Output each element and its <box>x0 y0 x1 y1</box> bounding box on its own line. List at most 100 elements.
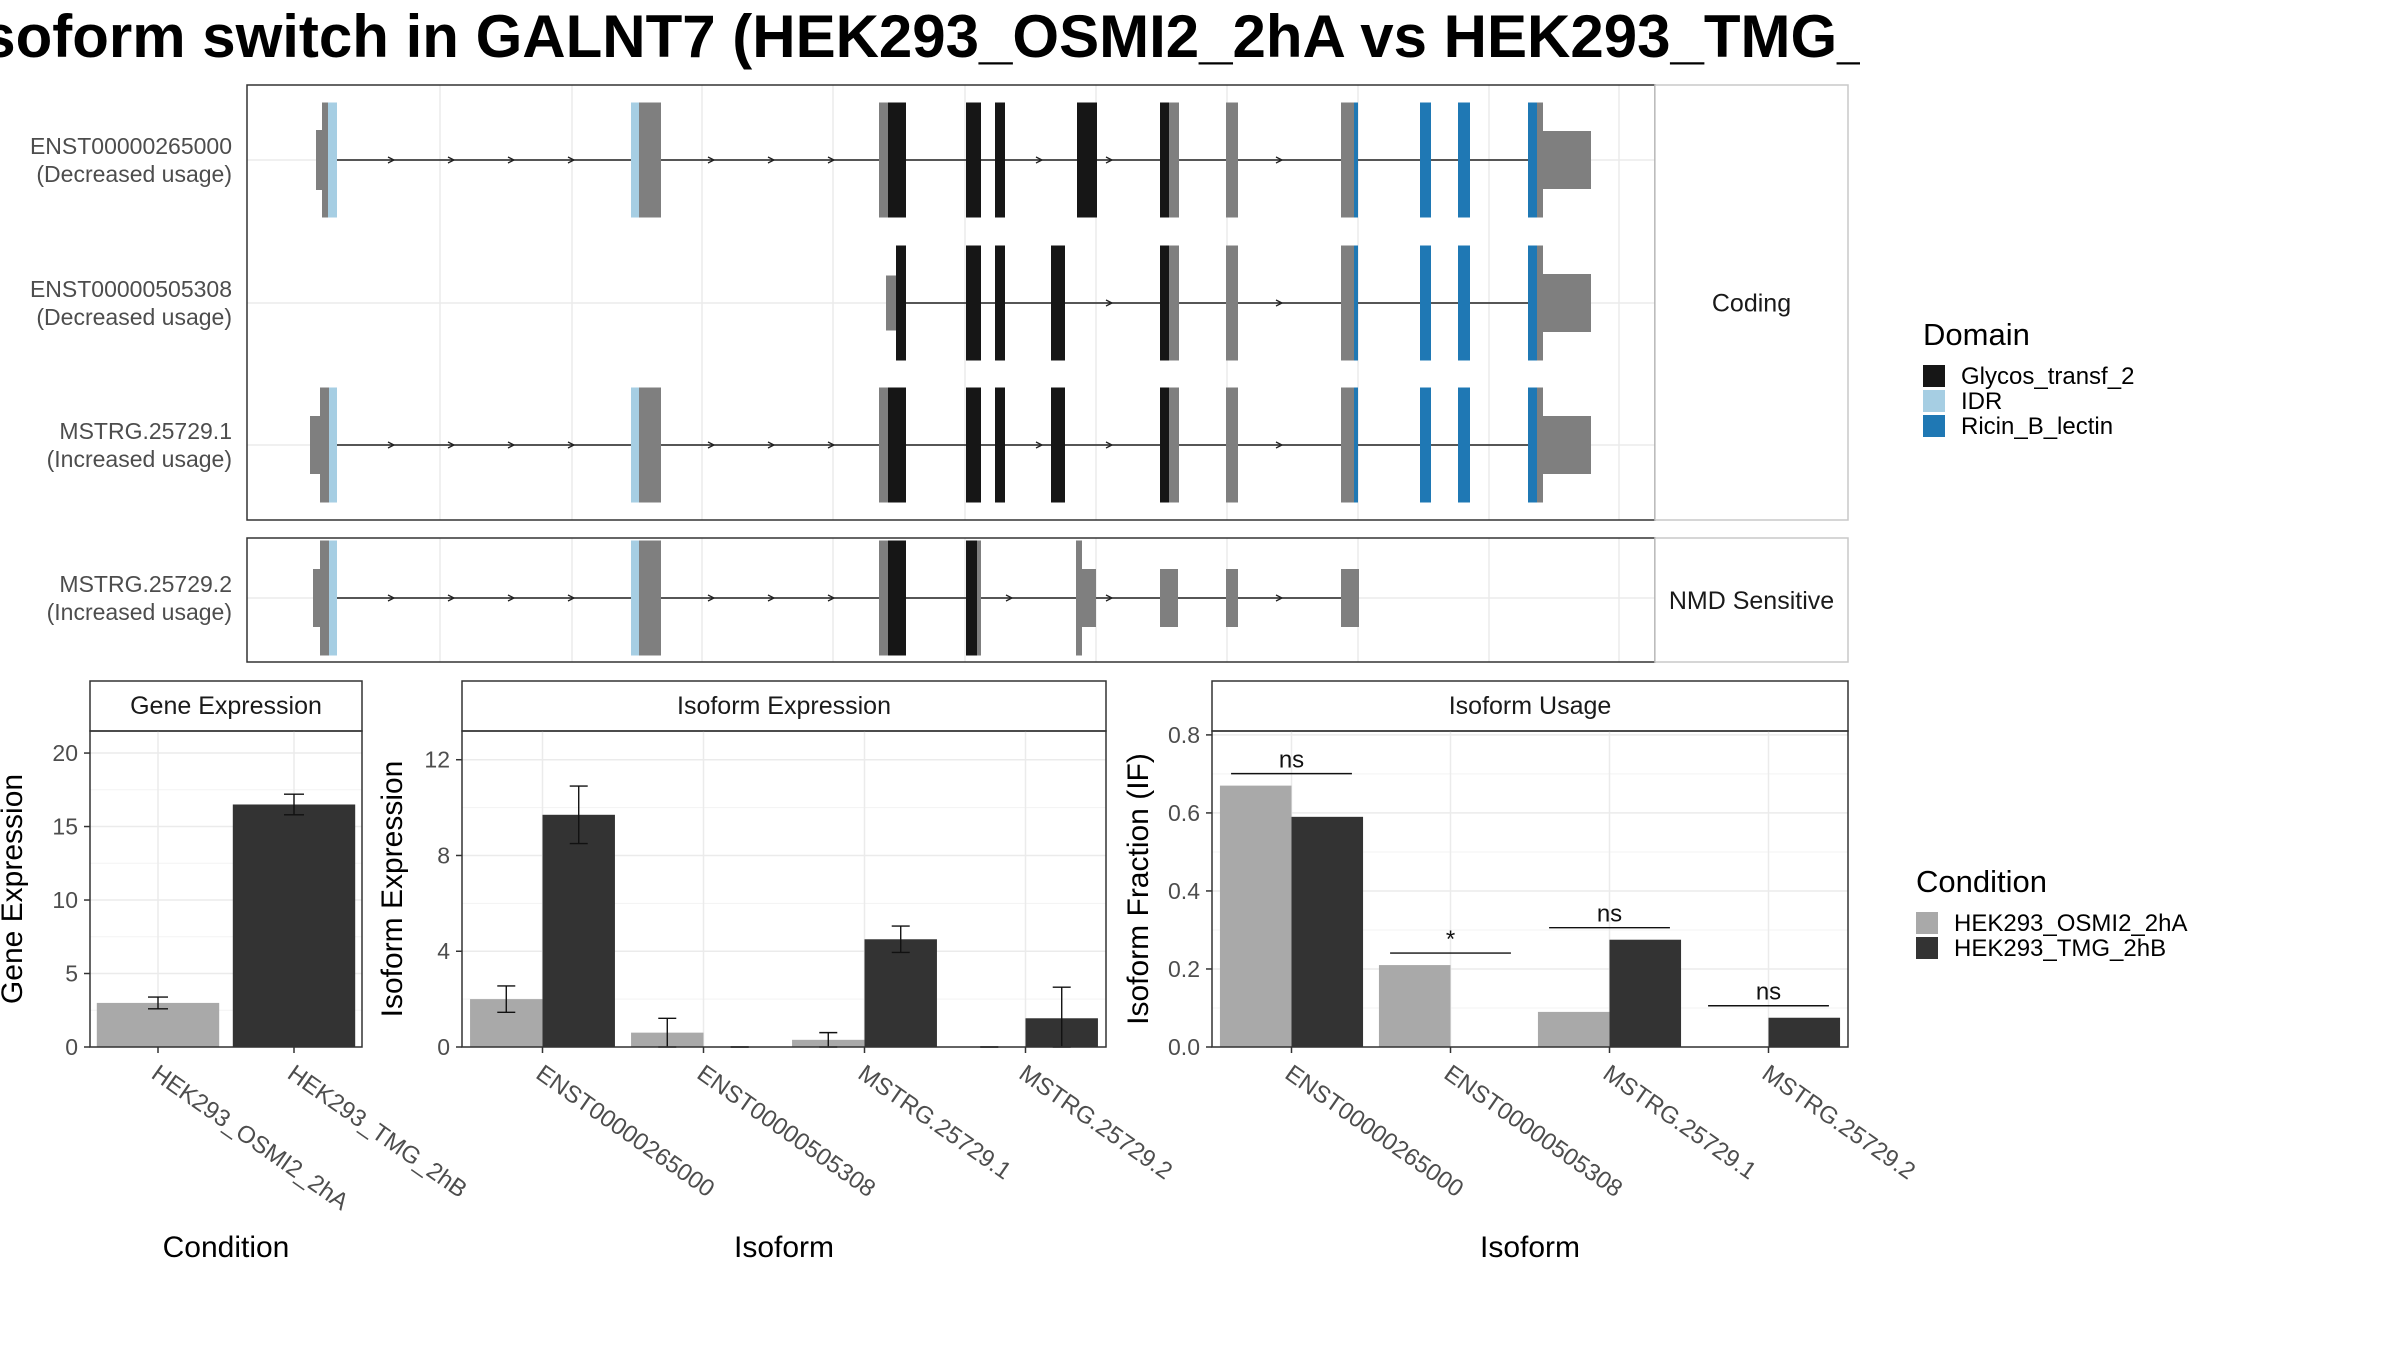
bar-HEK293_TMG_2hB <box>232 804 356 1047</box>
transcript-id-label: ENST00000505308 <box>30 276 232 302</box>
exon-block <box>1341 102 1355 218</box>
y-tick-label: 4 <box>437 938 450 964</box>
exon-block <box>631 540 639 656</box>
y-axis-title: Gene Expression <box>0 774 29 1004</box>
y-tick-label: 0.4 <box>1168 878 1200 904</box>
exon-block <box>1543 274 1591 332</box>
intron-direction-arrow <box>1275 594 1284 602</box>
exon-block <box>1543 416 1591 474</box>
exon-block <box>1458 102 1470 218</box>
intron-direction-arrow <box>447 156 456 164</box>
y-tick-label: 0.6 <box>1168 800 1200 826</box>
transcript-track <box>310 387 1591 503</box>
panel-border <box>461 730 1107 1048</box>
exon-block <box>328 102 337 218</box>
exon-block <box>879 540 889 656</box>
transcript-track <box>886 245 1591 361</box>
intron-direction-arrow <box>767 156 776 164</box>
domain-legend-swatch <box>1923 415 1945 437</box>
bar-HEK293_OSMI2_2hA <box>96 1002 220 1047</box>
intron-direction-arrow <box>447 441 456 449</box>
exon-block <box>1458 387 1470 503</box>
y-tick-label: 0.0 <box>1168 1034 1200 1060</box>
exon-block <box>1226 245 1238 361</box>
transcript-usage-label: (Decreased usage) <box>36 161 232 187</box>
y-tick-label: 0.8 <box>1168 722 1200 748</box>
intron-direction-arrow <box>387 156 396 164</box>
exon-block <box>329 540 337 656</box>
exon-block <box>1537 387 1543 503</box>
bar-HEK293_TMG_2hB <box>1609 939 1682 1047</box>
exon-block <box>329 387 337 503</box>
y-tick-label: 0 <box>65 1034 78 1060</box>
domain-legend-label: IDR <box>1961 388 2002 415</box>
exon-block <box>966 102 981 218</box>
exon-block <box>1160 245 1170 361</box>
transcript-usage-label: (Increased usage) <box>47 446 232 472</box>
x-tick-label: ENST00000265000 <box>531 1060 719 1203</box>
exon-block <box>1341 387 1355 503</box>
exon-block <box>316 130 326 190</box>
intron-direction-arrow <box>827 594 836 602</box>
intron-direction-arrow <box>507 156 516 164</box>
panel-border <box>89 730 363 1048</box>
exon-block <box>977 540 981 656</box>
condition-legend-title: Condition <box>1916 864 2047 899</box>
condition-legend-swatch <box>1916 937 1938 959</box>
x-tick-label: ENST00000505308 <box>692 1060 880 1203</box>
facet-strip-label: Isoform Expression <box>677 692 891 720</box>
exon-block <box>1341 569 1359 627</box>
y-tick-label: 8 <box>437 842 450 868</box>
exon-block <box>639 540 661 656</box>
bar-HEK293_OSMI2_2hA <box>1537 1011 1610 1047</box>
intron-direction-arrow <box>387 594 396 602</box>
transcript-track <box>316 102 1591 218</box>
intron-direction-arrow <box>707 594 716 602</box>
x-axis-title: Isoform <box>1480 1231 1580 1264</box>
facet-strip <box>461 680 1107 732</box>
exon-block <box>1169 245 1179 361</box>
y-axis-title: Isoform Expression <box>376 761 409 1018</box>
intron-direction-arrow <box>1105 156 1114 164</box>
exon-block <box>1528 245 1538 361</box>
x-tick-label: MSTRG.25729.1 <box>853 1060 1016 1185</box>
intron-direction-arrow <box>1275 156 1284 164</box>
intron-direction-arrow <box>1105 441 1114 449</box>
transcript-track <box>313 540 1359 656</box>
exon-block <box>1080 569 1096 627</box>
intron-direction-arrow <box>1275 299 1284 307</box>
facet-strip-label: Coding <box>1712 290 1791 318</box>
exon-block <box>1528 102 1538 218</box>
transcript-id-label: ENST00000265000 <box>30 133 232 159</box>
bar-HEK293_OSMI2_2hA <box>1378 965 1451 1047</box>
exon-block <box>1543 131 1591 189</box>
y-tick-label: 10 <box>52 887 78 913</box>
intron-direction-arrow <box>567 441 576 449</box>
panel-border <box>1211 730 1849 1048</box>
exon-block <box>1160 102 1170 218</box>
facet-strip-label: Isoform Usage <box>1449 692 1612 720</box>
exon-block <box>966 245 981 361</box>
exon-block <box>631 387 639 503</box>
exon-block <box>1226 387 1238 503</box>
y-tick-label: 0 <box>437 1034 450 1060</box>
exon-block <box>1169 102 1179 218</box>
exon-block <box>886 275 898 331</box>
intron-direction-arrow <box>707 441 716 449</box>
exon-block <box>1537 102 1543 218</box>
y-tick-label: 5 <box>65 961 78 987</box>
facet-strip <box>1654 84 1849 521</box>
bar-HEK293_TMG_2hB <box>542 814 615 1047</box>
intron-direction-arrow <box>767 594 776 602</box>
exon-block <box>1341 245 1355 361</box>
exon-block <box>1420 102 1431 218</box>
domain-legend-swatch <box>1923 365 1945 387</box>
exon-block <box>1051 245 1065 361</box>
transcript-id-label: MSTRG.25729.2 <box>59 571 232 597</box>
domain-legend-swatch <box>1923 390 1945 412</box>
bar-panel: Isoform Expression 0 4 8 12 ENST00000265000EN… <box>376 680 1177 1264</box>
intron-direction-arrow <box>567 156 576 164</box>
exon-block <box>639 387 661 503</box>
